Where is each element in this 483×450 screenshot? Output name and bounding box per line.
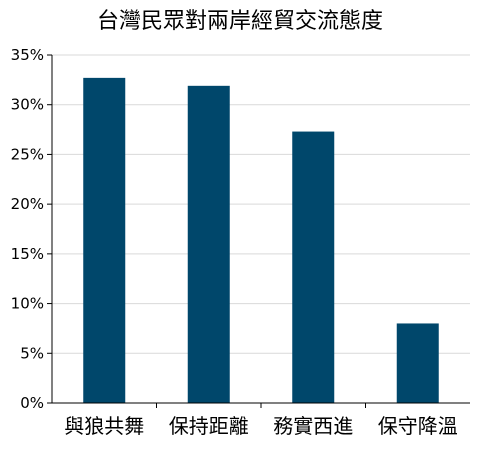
y-axis-ticks: 0% 5% 10% 15% 20% 25% 30% 35% — [11, 46, 52, 412]
bars — [83, 77, 439, 404]
y-tick-label: 15% — [11, 245, 44, 263]
y-tick-label: 25% — [11, 145, 44, 163]
x-category-label: 保持距離 — [169, 414, 249, 438]
y-tick-label: 20% — [11, 195, 44, 213]
y-tick-label: 35% — [11, 46, 44, 64]
bar — [187, 85, 230, 403]
x-category-label: 務實西進 — [273, 414, 353, 438]
chart-title: 台灣民眾對兩岸經貿交流態度 — [97, 9, 383, 34]
bar — [83, 77, 126, 404]
y-tick-label: 5% — [20, 344, 44, 362]
bar — [292, 131, 335, 403]
x-category-label: 與狼共舞 — [64, 414, 144, 438]
y-tick-label: 0% — [20, 394, 44, 412]
axes — [51, 55, 470, 408]
y-tick-label: 30% — [11, 96, 44, 114]
x-axis-categories: 與狼共舞 保持距離 務實西進 保守降溫 — [64, 414, 458, 438]
y-tick-label: 10% — [11, 295, 44, 313]
bar — [396, 323, 439, 403]
x-category-label: 保守降溫 — [378, 414, 458, 438]
